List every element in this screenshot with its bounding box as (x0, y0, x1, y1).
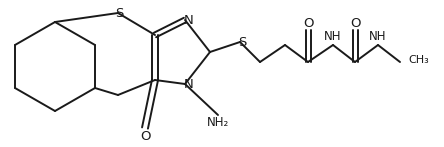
Text: O: O (350, 16, 360, 30)
Text: NH: NH (369, 30, 387, 42)
Text: NH: NH (324, 30, 342, 42)
Text: S: S (238, 35, 246, 49)
Text: N: N (184, 14, 194, 26)
Text: O: O (303, 16, 313, 30)
Text: S: S (115, 6, 123, 20)
Text: CH₃: CH₃ (408, 55, 429, 65)
Text: NH₂: NH₂ (207, 117, 229, 130)
Text: N: N (184, 77, 194, 91)
Text: O: O (140, 130, 150, 142)
